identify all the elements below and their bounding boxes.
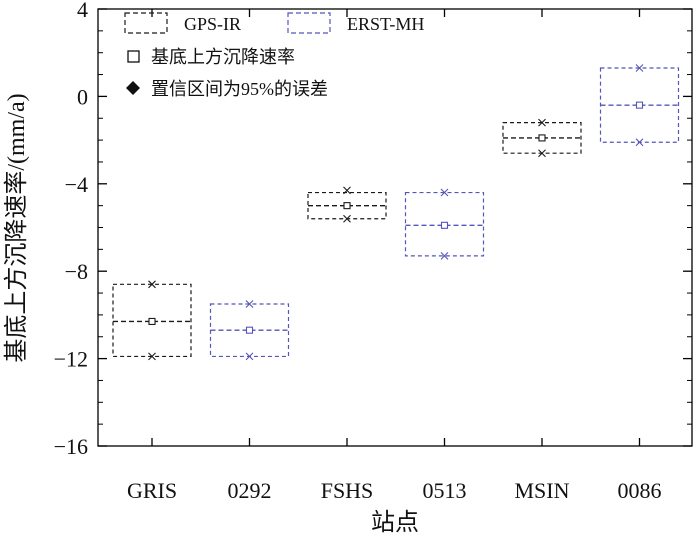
plot-frame: [97, 8, 693, 447]
upper-limit-marker: [343, 186, 351, 195]
legend-label-gps-ir: GPS-IR: [184, 14, 241, 34]
upper-limit-marker: [245, 300, 254, 308]
lower-limit-marker: [635, 138, 644, 147]
upper-limit-marker: [148, 280, 156, 289]
lower-limit-marker: [440, 252, 449, 260]
legend-swatch-gps-ir: [124, 12, 168, 34]
y-tick-label: −8: [65, 259, 88, 284]
mean-marker: [635, 101, 644, 109]
legend-label-erst-mh: ERST-MH: [347, 14, 424, 34]
box-series: [112, 64, 680, 361]
x-tick-label: FSHS: [321, 478, 374, 503]
y-tick-label: 4: [77, 0, 88, 22]
x-tick-label: MSIN: [514, 478, 569, 503]
mean-marker: [538, 134, 546, 142]
y-tick-label: −16: [54, 434, 88, 459]
upper-limit-marker: [538, 118, 546, 127]
legend-swatch-erst-mh: [287, 12, 331, 34]
x-tick-label: GRIS: [127, 478, 177, 503]
upper-limit-marker: [440, 188, 449, 197]
lower-limit-marker: [245, 352, 254, 361]
upper-limit-marker: [635, 64, 644, 72]
y-axis-title: 基底上方沉降速率/(mm/a): [3, 93, 30, 362]
legend: GPS-IR ERST-MH 基底上方沉降速率 置信区间为95%的误差: [124, 12, 424, 99]
x-tick-label: 0086: [618, 478, 662, 503]
lower-limit-marker: [148, 352, 156, 361]
lower-limit-marker: [343, 214, 351, 223]
legend-diamond-marker: [126, 81, 140, 95]
plot-area-border: [97, 8, 693, 447]
y-tick-label: 0: [77, 84, 88, 109]
x-axis-title: 站点: [371, 509, 419, 536]
x-tick-label: 0292: [228, 478, 272, 503]
y-tick-label: −12: [54, 347, 88, 372]
mean-marker: [245, 326, 254, 334]
x-tick-label: 0513: [423, 478, 467, 503]
y-axis: 4 0 −4 −8 −12 −16: [54, 0, 692, 459]
mean-marker: [440, 221, 449, 229]
mean-marker: [343, 202, 351, 210]
y-tick-label: −4: [65, 172, 88, 197]
legend-square-marker: [127, 50, 140, 63]
lower-limit-marker: [538, 149, 546, 158]
legend-label-rate: 基底上方沉降速率: [151, 47, 295, 67]
x-axis: GRIS 0292 FSHS 0513 MSIN 0086: [127, 9, 662, 503]
mean-marker: [148, 317, 156, 326]
legend-label-ci: 置信区间为95%的误差: [151, 79, 328, 99]
